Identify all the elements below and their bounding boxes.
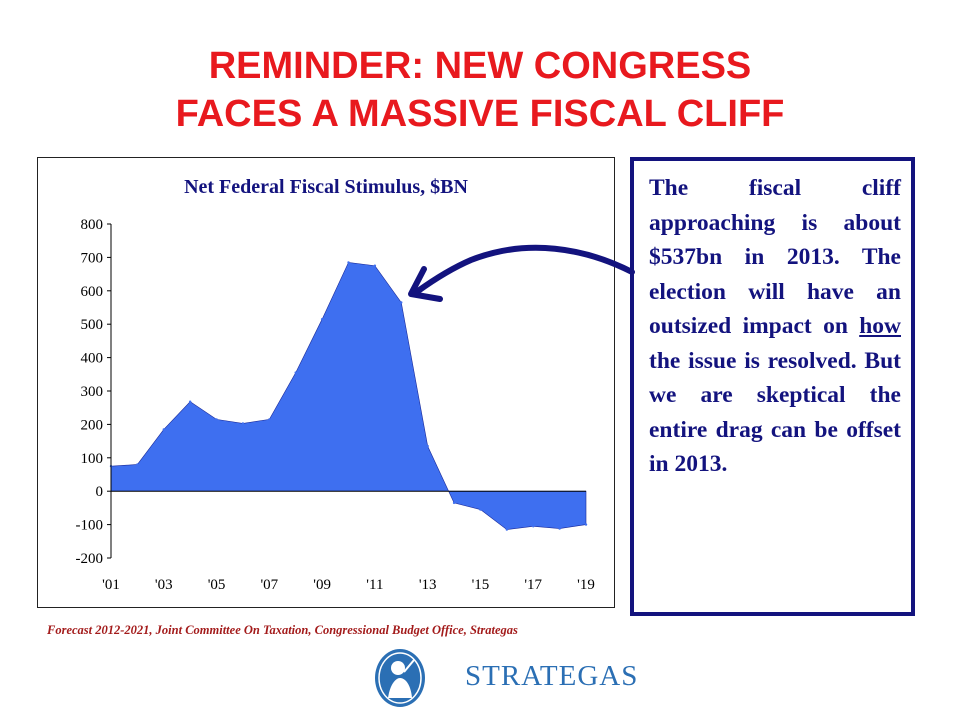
source-note: Forecast 2012-2021, Joint Committee On T…: [47, 623, 518, 637]
data-point-2014: [452, 501, 456, 505]
data-point-2002: [136, 463, 139, 466]
y-tick-label: 0: [96, 484, 104, 500]
y-tick-label: -200: [76, 551, 104, 567]
x-tick-label: '17: [524, 577, 542, 593]
data-point-2005: [215, 418, 218, 421]
x-tick-label: '11: [366, 577, 383, 593]
x-tick-label: '13: [419, 577, 437, 593]
x-tick-label: '01: [102, 577, 120, 593]
y-tick-label: 100: [81, 451, 104, 467]
slide-title: REMINDER: NEW CONGRESS FACES A MASSIVE F…: [0, 42, 960, 138]
data-point-2017: [532, 525, 535, 528]
strategas-logo-text: STRATEGAS: [465, 660, 639, 692]
x-tick-label: '19: [577, 577, 595, 593]
x-tick-label: '09: [313, 577, 331, 593]
data-point-2019: [584, 523, 588, 526]
y-tick-label: -100: [76, 518, 104, 534]
y-tick-label: 800: [81, 217, 104, 233]
y-tick-label: 700: [81, 250, 104, 266]
data-point-2015: [479, 508, 482, 511]
y-tick-label: 300: [81, 384, 104, 400]
chart-title: Net Federal Fiscal Stimulus, $BN: [184, 176, 468, 198]
data-point-2004: [188, 400, 192, 403]
y-tick-label: 400: [81, 351, 104, 367]
callout-text-end: the issue is resolved. But we are skepti…: [649, 347, 901, 478]
data-point-2008: [294, 371, 297, 374]
strategas-emblem-icon: [375, 649, 425, 707]
data-point-2013: [426, 444, 429, 448]
x-tick-label: '03: [155, 577, 173, 593]
data-point-2007: [268, 418, 271, 421]
data-point-2009: [320, 317, 324, 321]
x-tick-label: '15: [472, 577, 490, 593]
callout-box: The fiscal cliff approaching is about $5…: [630, 157, 915, 616]
y-tick-label: 600: [81, 284, 104, 300]
fiscal-stimulus-chart: 800 700 600 500 400 300 200 100 0 -100 -200 '01 '03 '…: [76, 217, 595, 593]
stimulus-area: [110, 262, 587, 530]
x-tick-label: '05: [208, 577, 226, 593]
slide-title-line-2: FACES A MASSIVE FISCAL CLIFF: [175, 93, 785, 135]
slide-title-line-1: REMINDER: NEW CONGRESS: [208, 45, 752, 87]
y-tick-label: 500: [81, 317, 104, 333]
data-point-2010: [347, 261, 350, 264]
data-point-2011: [373, 264, 377, 267]
y-tick-label: 200: [81, 417, 104, 433]
callout-text-start: The fiscal cliff approaching is about $5…: [649, 175, 901, 339]
data-point-2016: [505, 528, 509, 531]
data-point-2003: [162, 428, 165, 431]
data-point-2012: [400, 301, 403, 304]
data-point-2006: [241, 422, 245, 425]
callout-text-emphasis: how: [859, 313, 901, 339]
x-tick-label: '07: [260, 577, 278, 593]
chart-frame: Net Federal Fiscal Stimulus, $BN 800 700 6…: [37, 157, 615, 608]
data-point-2018: [558, 527, 561, 530]
